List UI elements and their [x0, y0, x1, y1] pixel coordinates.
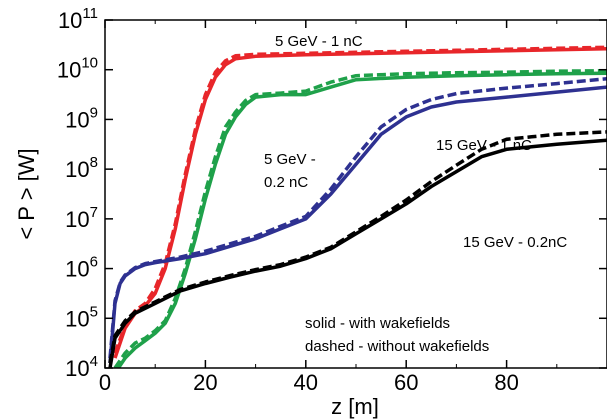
x-tick-label: 80 [494, 370, 518, 395]
label-5gev-02nc-line1: 5 GeV - [264, 151, 316, 168]
y-tick-label: 105 [65, 303, 98, 331]
x-axis-label: z [m] [331, 394, 379, 419]
series-5-gev-1-nc-solid [113, 47, 607, 359]
y-axis-label: < P > [W] [14, 148, 39, 239]
y-tick-label: 1010 [57, 55, 98, 83]
legend-note-dashed: dashed - without wakefields [305, 338, 489, 355]
series-5-gev-0-2-nc-dashed [113, 68, 607, 368]
y-tick-label: 107 [65, 204, 98, 232]
y-tick-label: 109 [65, 104, 98, 132]
y-tick-label: 1011 [58, 5, 98, 33]
y-tick-label: 106 [65, 254, 98, 282]
x-tick-label: 60 [394, 370, 418, 395]
x-tick-label: 40 [294, 370, 318, 395]
label-5gev-02nc-line2: 0.2 nC [264, 174, 308, 191]
series-15-gev-1-nc-solid [108, 85, 607, 364]
y-tick-label: 108 [65, 154, 98, 182]
label-15gev-02nc: 15 GeV - 0.2nC [463, 234, 567, 251]
y-axis: 104 105 106 107 108 109 1010 1011 [57, 5, 607, 381]
label-5gev-1nc: 5 GeV - 1 nC [275, 33, 363, 50]
series-5-gev-0-2-nc-solid [116, 71, 607, 368]
x-axis: 0 20 40 60 80 [99, 20, 558, 395]
x-tick-label: 20 [193, 370, 217, 395]
legend-note-solid: solid - with wakefields [305, 315, 450, 332]
series-15-gev-0-2nc-solid [108, 138, 607, 368]
label-15gev-1nc: 15 GeV - 1 nC [436, 137, 532, 154]
y-tick-label: 104 [65, 353, 98, 381]
series-layer [108, 45, 607, 368]
x-tick-label: 0 [99, 370, 111, 395]
